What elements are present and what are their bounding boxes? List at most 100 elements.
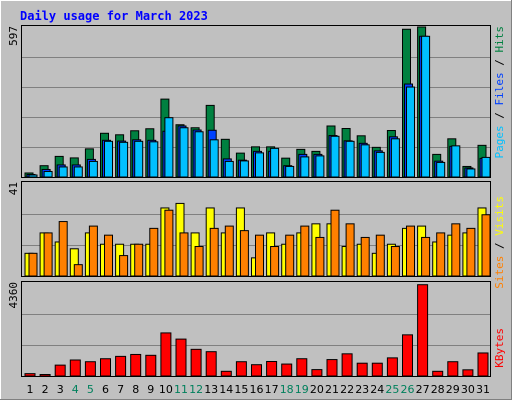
visits-ymax-label: 41 (7, 182, 20, 195)
pages-bar (330, 135, 340, 178)
hits-ymax-label: 597 (7, 26, 20, 46)
sites-bar (406, 225, 415, 277)
day-label: 16 (250, 383, 264, 396)
kbytes-bar (84, 361, 96, 377)
sites-bar (179, 232, 189, 277)
chart-title: Daily usage for March 2023 (20, 9, 208, 23)
bars (24, 26, 491, 377)
kbytes-bar (115, 355, 127, 377)
day-label: 14 (219, 383, 233, 396)
pages-bar (58, 166, 68, 178)
kbytes-bar (175, 338, 187, 377)
hits-legend: Pages / Files / Hits (493, 26, 506, 159)
pages-bar (360, 144, 370, 178)
kbytes-bar (235, 361, 247, 377)
sites-bar (330, 209, 340, 277)
kbytes-bar (281, 363, 293, 377)
kbytes-bar (160, 332, 172, 377)
sites-bar (315, 236, 325, 277)
pages-bar (315, 155, 325, 178)
kbytes-bar (39, 374, 51, 377)
day-label: 28 (431, 383, 445, 396)
sites-bar (224, 225, 234, 277)
kbytes-ymax-label: 4360 (7, 282, 20, 309)
sites-bar (194, 246, 204, 277)
pages-bar (149, 141, 159, 178)
day-label: 3 (57, 383, 64, 396)
kbytes-bar (417, 284, 429, 377)
pages-bar (179, 127, 189, 178)
sites-bar (43, 232, 53, 277)
sites-bar (104, 234, 113, 277)
kbytes-bar (100, 358, 111, 377)
sites-bar (239, 230, 249, 277)
kbytes-bar (69, 359, 81, 377)
kbytes-bar (190, 348, 202, 377)
pages-bar (28, 174, 38, 178)
sites-bar (209, 227, 219, 277)
pages-bar (421, 35, 431, 178)
pages-bar (194, 131, 204, 178)
pages-bar (88, 160, 98, 178)
day-label: 20 (310, 383, 324, 396)
pages-bar (285, 165, 295, 178)
sites-bar (285, 234, 295, 277)
kbytes-bar (447, 361, 459, 377)
pages-bar (209, 139, 219, 178)
sites-bar (73, 264, 83, 277)
pages-bar (43, 170, 53, 178)
day-label: 8 (132, 383, 139, 396)
kbytes-bar (341, 353, 353, 377)
pages-bar (436, 161, 446, 178)
pages-bar (300, 156, 310, 178)
day-label: 7 (117, 383, 124, 396)
kbytes-bar (296, 358, 308, 377)
pages-bar (345, 140, 355, 178)
sites-bar (58, 221, 68, 277)
kbytes-legend: KBytes (493, 328, 506, 368)
legend-files: Files (493, 72, 506, 105)
day-label: 24 (370, 383, 384, 396)
pages-bar (119, 141, 129, 178)
day-label: 10 (159, 383, 173, 396)
sites-bar (270, 246, 280, 277)
pages-bar (375, 151, 385, 178)
pages-bar (255, 152, 264, 178)
legend-sites: Sites (493, 256, 506, 289)
sites-bar (421, 236, 431, 277)
sites-bar (149, 227, 159, 277)
visits-legend: Sites / Visits (493, 196, 506, 289)
sites-bar (375, 234, 385, 277)
day-label: 27 (416, 383, 430, 396)
legend-hits: Hits (493, 26, 506, 53)
sites-bar (88, 225, 98, 277)
pages-bar (270, 147, 280, 178)
day-label: 30 (461, 383, 475, 396)
day-label: 6 (102, 383, 109, 396)
day-label: 31 (476, 383, 490, 396)
pages-bar (451, 145, 461, 178)
sites-bar (300, 225, 310, 277)
sites-bar (255, 234, 264, 277)
pages-bar (239, 160, 249, 178)
day-label: 15 (234, 383, 248, 396)
kbytes-bar (251, 364, 262, 377)
sites-bar (436, 232, 446, 277)
kbytes-bar (402, 334, 413, 377)
kbytes-bar (54, 364, 66, 377)
pages-bar (104, 140, 113, 178)
kbytes-bar (326, 359, 338, 377)
sites-bar (345, 223, 355, 277)
sites-bar (481, 214, 491, 277)
sites-bar (134, 243, 144, 277)
kbytes-bar (145, 354, 157, 377)
kbytes-bar (432, 370, 444, 377)
sites-bar (119, 255, 129, 277)
kbytes-bar (311, 369, 323, 377)
day-label: 2 (42, 383, 49, 396)
sites-bar (390, 246, 400, 277)
kbytes-bar (220, 370, 232, 377)
sites-bar (466, 227, 476, 277)
pages-bar (406, 86, 415, 178)
